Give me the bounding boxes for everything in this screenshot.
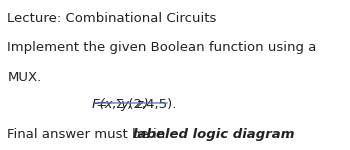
Text: .: .	[285, 128, 289, 141]
Text: F(x, y, z): F(x, y, z)	[92, 98, 149, 111]
Text: MUX.: MUX.	[7, 71, 42, 84]
Text: Implement the given Boolean function using a: Implement the given Boolean function usi…	[7, 41, 317, 54]
Text: Final answer must be in: Final answer must be in	[7, 128, 170, 141]
Text: Lecture: Combinational Circuits: Lecture: Combinational Circuits	[7, 12, 217, 25]
Text: labeled logic diagram: labeled logic diagram	[133, 128, 295, 141]
Text: =  Σ (2,4,5).: = Σ (2,4,5).	[92, 98, 177, 111]
